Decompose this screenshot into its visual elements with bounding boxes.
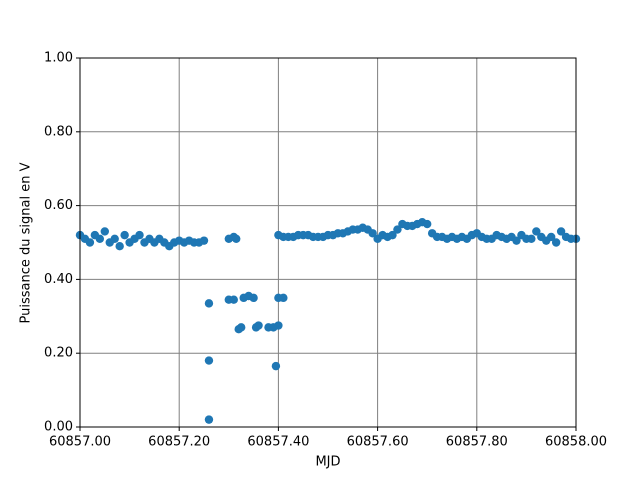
y-tick-label: 0.80 (44, 124, 73, 139)
y-tick-label: 1.00 (44, 51, 73, 66)
point (551, 238, 561, 247)
point (368, 229, 377, 238)
x-tick-label: 60857.80 (446, 435, 508, 450)
x-tick-label: 60857.00 (49, 435, 111, 450)
point (229, 295, 238, 304)
x-tick-label: 60857.20 (148, 435, 210, 450)
y-tick-label: 0.60 (44, 198, 73, 213)
point (423, 219, 432, 229)
point (254, 321, 263, 330)
point (249, 293, 258, 303)
y-tick-label: 0.40 (44, 272, 73, 287)
point (85, 238, 95, 247)
point (527, 234, 536, 244)
x-tick-label: 60858.00 (545, 435, 607, 450)
point (120, 230, 129, 240)
point (388, 230, 397, 240)
point (274, 321, 283, 330)
point (204, 299, 214, 308)
plot-frame (79, 57, 577, 428)
point (95, 234, 105, 244)
point (100, 227, 110, 236)
point (135, 230, 144, 240)
y-tick-label: 0.00 (44, 420, 73, 435)
x-axis-label: MJD (315, 455, 340, 470)
point (204, 415, 214, 424)
point (512, 236, 521, 245)
point (393, 225, 402, 234)
point (279, 293, 288, 303)
point (532, 227, 541, 236)
point (556, 227, 566, 236)
point (271, 361, 281, 371)
y-tick-label: 0.20 (44, 346, 73, 361)
point (547, 232, 556, 242)
x-tick-label: 60857.40 (247, 435, 309, 450)
x-tick-label: 60857.60 (347, 435, 409, 450)
point (237, 323, 246, 332)
point (204, 356, 214, 365)
y-axis-label: Puissance du signal en V (19, 162, 34, 323)
point (110, 234, 119, 244)
point (232, 234, 241, 244)
point (199, 236, 209, 245)
point (115, 241, 124, 251)
